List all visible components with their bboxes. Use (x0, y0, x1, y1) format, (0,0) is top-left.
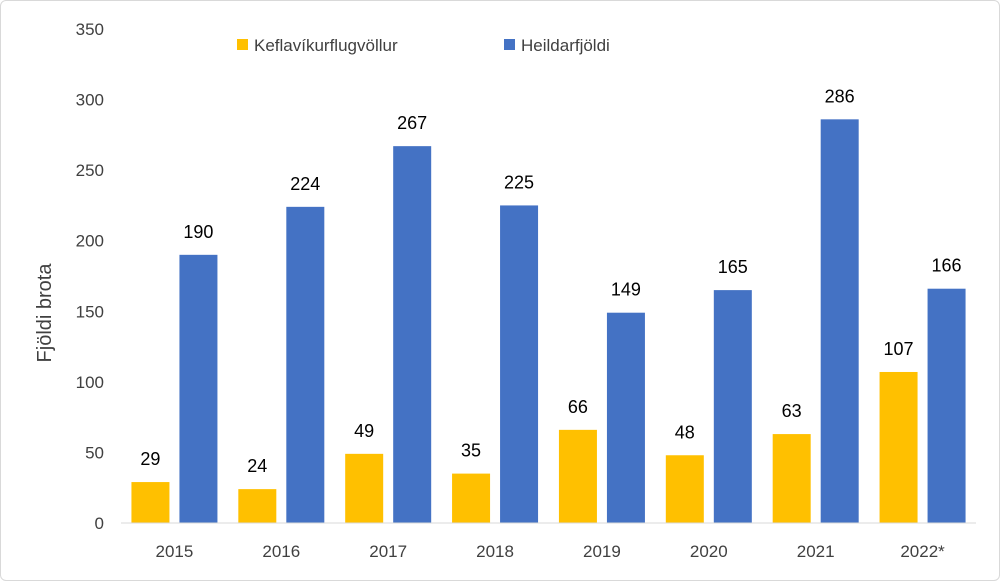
y-tick-label: 300 (76, 91, 104, 110)
legend: Keflavíkurflugvöllur Heildarfjöldi (237, 36, 610, 55)
x-tick-label: 2019 (583, 542, 621, 561)
bar-heildarfjoldi (820, 119, 859, 524)
y-axis-title: Fjöldi brota (34, 263, 56, 363)
legend-label: Heildarfjöldi (521, 36, 610, 55)
y-tick-label: 50 (85, 443, 104, 462)
data-label: 149 (611, 280, 641, 300)
data-label: 107 (884, 339, 914, 359)
x-tick-label: 2016 (262, 542, 300, 561)
legend-swatch (504, 39, 515, 50)
bar-keflavikurflugvollur (772, 434, 811, 523)
data-label: 224 (290, 174, 320, 194)
data-label: 29 (140, 449, 160, 469)
data-label: 63 (782, 401, 802, 421)
y-tick-label: 250 (76, 161, 104, 180)
bar-heildarfjoldi (393, 146, 432, 524)
data-label: 166 (932, 256, 962, 276)
legend-swatch (237, 39, 248, 50)
x-tick-label: 2020 (690, 542, 728, 561)
x-tick-label: 2022* (900, 542, 945, 561)
x-axis-ticks: 2015 2016 2017 2018 2019 2020 2021 2022* (156, 542, 946, 561)
y-tick-label: 0 (95, 514, 104, 533)
bar-heildarfjoldi (286, 206, 325, 523)
data-label: 286 (825, 86, 855, 106)
data-label: 190 (183, 222, 213, 242)
bar-keflavikurflugvollur (238, 489, 277, 523)
x-tick-label: 2015 (156, 542, 194, 561)
bar-keflavikurflugvollur (345, 453, 384, 523)
data-label: 66 (568, 397, 588, 417)
y-tick-label: 350 (76, 20, 104, 39)
x-tick-label: 2017 (369, 542, 407, 561)
bar-heildarfjoldi (713, 290, 752, 523)
bar-keflavikurflugvollur (665, 455, 704, 523)
x-tick-label: 2018 (476, 542, 514, 561)
bar-heildarfjoldi (179, 254, 218, 524)
data-label: 267 (397, 113, 427, 133)
y-tick-label: 100 (76, 373, 104, 392)
bar-keflavikurflugvollur (131, 482, 170, 523)
data-label: 225 (504, 172, 534, 192)
y-tick-label: 150 (76, 302, 104, 321)
x-tick-label: 2021 (797, 542, 835, 561)
y-tick-label: 200 (76, 232, 104, 251)
data-labels: 29 190 24 224 49 267 35 225 66 149 48 165 63 286 107 16… (140, 86, 961, 476)
legend-label: Keflavíkurflugvöllur (254, 36, 398, 55)
bar-keflavikurflugvollur (558, 429, 597, 523)
bar-keflavikurflugvollur (879, 371, 918, 523)
data-label: 48 (675, 422, 695, 442)
data-label: 35 (461, 441, 481, 461)
bar-heildarfjoldi (500, 205, 539, 523)
bar-heildarfjoldi (606, 312, 645, 523)
data-label: 24 (247, 456, 267, 476)
bar-keflavikurflugvollur (452, 473, 491, 523)
y-axis-ticks: 0 50 100 150 200 250 300 350 (76, 20, 104, 533)
data-label: 49 (354, 421, 374, 441)
bars (131, 119, 966, 524)
bar-heildarfjoldi (927, 288, 966, 523)
data-label: 165 (718, 257, 748, 277)
